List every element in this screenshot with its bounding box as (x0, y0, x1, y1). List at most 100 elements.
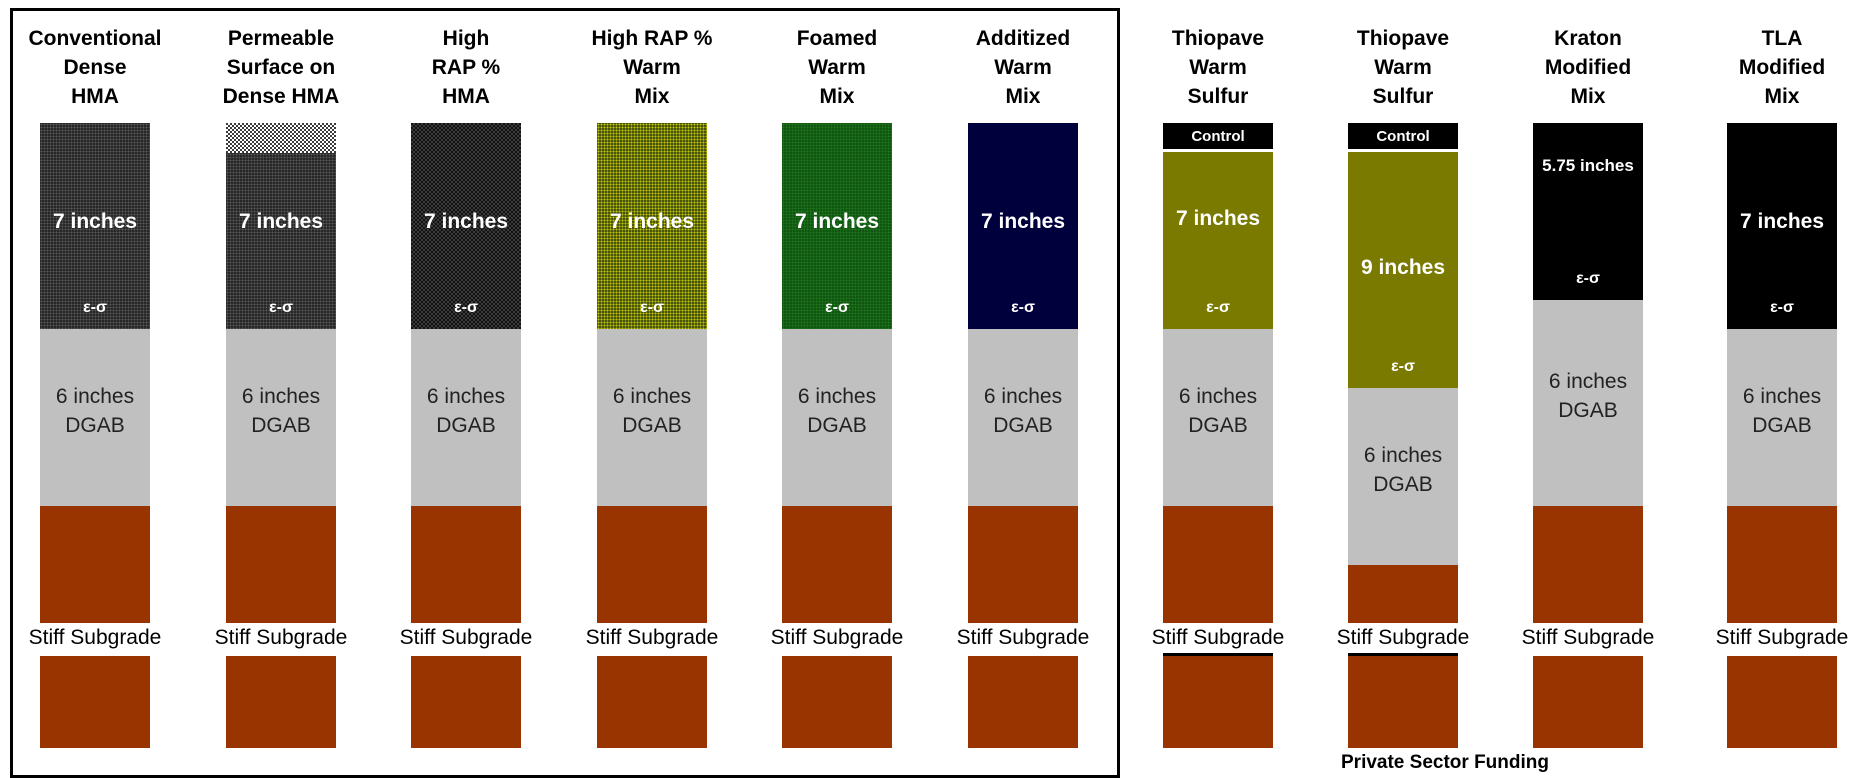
strain-gauge-label: ε-σ (1391, 358, 1415, 375)
subgrade-label: Stiff Subgrade (1143, 623, 1293, 653)
column-title: Foamed Warm Mix (796, 27, 878, 108)
control-label: Control (1191, 128, 1245, 145)
strain-gauge-label: ε-σ (1770, 299, 1794, 316)
surface-layer (1163, 152, 1273, 329)
base-layer-label: 6 inches DGAB (241, 384, 321, 437)
strain-gauge-label: ε-σ (269, 299, 293, 316)
private-funding-caption: Private Sector Funding (1341, 752, 1549, 773)
base-layer (597, 329, 707, 506)
permeable-surface-cap (226, 123, 336, 153)
base-layer-label: 6 inches DGAB (1363, 443, 1443, 496)
subgrade-upper (968, 506, 1078, 630)
control-divider (1163, 149, 1273, 152)
subgrade-upper (782, 506, 892, 630)
subgrade-label: Stiff Subgrade (20, 623, 170, 653)
surface-thickness-label: 7 inches (52, 210, 138, 233)
base-layer (1348, 388, 1458, 565)
subgrade-upper (1348, 565, 1458, 630)
strain-gauge-label: ε-σ (1206, 299, 1230, 316)
surface-thickness-label: 7 inches (794, 210, 880, 233)
column-title: Thiopave Warm Sulfur (1356, 27, 1450, 108)
subgrade-lower (1727, 656, 1837, 748)
surface-thickness-label: 7 inches (238, 210, 324, 233)
column-title: Permeable Surface on Dense HMA (222, 27, 340, 108)
subgrade-upper (40, 506, 150, 630)
subgrade-label: Stiff Subgrade (577, 623, 727, 653)
column-title: High RAP % HMA (431, 27, 501, 108)
base-layer-label: 6 inches DGAB (983, 384, 1063, 437)
instrumentation-line-bottom (1348, 653, 1458, 656)
subgrade-label: Stiff Subgrade (1328, 623, 1478, 653)
subgrade-upper (1163, 506, 1273, 630)
surface-thickness-label: 7 inches (423, 210, 509, 233)
surface-layer (1348, 152, 1458, 388)
base-layer-label: 6 inches DGAB (1742, 384, 1822, 437)
instrumentation-line-bottom (1163, 653, 1273, 656)
subgrade-upper (1727, 506, 1837, 630)
control-layer (1163, 123, 1273, 149)
column-title: TLA Modified Mix (1738, 27, 1826, 108)
subgrade-label: Stiff Subgrade (762, 623, 912, 653)
subgrade-upper (411, 506, 521, 630)
subgrade-lower (597, 656, 707, 748)
base-layer-label: 6 inches DGAB (1178, 384, 1258, 437)
surface-layer (597, 123, 707, 329)
strain-gauge-label: ε-σ (1576, 270, 1600, 287)
column-title: Additized Warm Mix (975, 27, 1071, 108)
strain-gauge-label: ε-σ (1011, 299, 1035, 316)
strain-gauge-label: ε-σ (640, 299, 664, 316)
subgrade-lower (782, 656, 892, 748)
surface-thickness-label: 9 inches (1360, 256, 1446, 279)
surface-thickness-label: 7 inches (1175, 206, 1261, 230)
surface-layer (1727, 123, 1837, 329)
surface-layer (782, 123, 892, 329)
base-layer (226, 329, 336, 506)
subgrade-upper (597, 506, 707, 630)
control-layer (1348, 123, 1458, 149)
surface-thickness-label: 7 inches (609, 210, 695, 233)
base-layer (40, 329, 150, 506)
column-title: Thiopave Warm Sulfur (1171, 27, 1265, 108)
base-layer (1727, 329, 1837, 506)
subgrade-label: Stiff Subgrade (206, 623, 356, 653)
control-divider (1348, 149, 1458, 152)
subgrade-upper (1533, 506, 1643, 630)
base-layer-label: 6 inches DGAB (55, 384, 135, 437)
subgrade-lower (1348, 656, 1458, 748)
subgrade-lower (968, 656, 1078, 748)
surface-layer (226, 123, 336, 329)
base-layer (782, 329, 892, 506)
base-layer-label: 6 inches DGAB (426, 384, 506, 437)
subgrade-label: Stiff Subgrade (391, 623, 541, 653)
surface-thickness-label: 7 inches (1739, 210, 1825, 233)
subgrade-lower (40, 656, 150, 748)
subgrade-label: Stiff Subgrade (948, 623, 1098, 653)
base-layer-label: 6 inches DGAB (1548, 370, 1628, 422)
subgrade-upper (226, 506, 336, 630)
subgrade-lower (1163, 656, 1273, 748)
base-layer (411, 329, 521, 506)
strain-gauge-label: ε-σ (825, 299, 849, 316)
subgrade-lower (411, 656, 521, 748)
surface-layer (968, 123, 1078, 329)
base-layer-label: 6 inches DGAB (797, 384, 877, 437)
subgrade-label: Stiff Subgrade (1707, 623, 1850, 653)
column-title: High RAP % Warm Mix (591, 27, 713, 108)
subgrade-lower (1533, 656, 1643, 748)
column-title: Kraton Modified Mix (1544, 27, 1632, 108)
base-layer (1533, 300, 1643, 506)
surface-layer (1533, 123, 1643, 300)
base-layer-label: 6 inches DGAB (612, 384, 692, 437)
strain-gauge-label: ε-σ (83, 299, 107, 316)
surface-thickness-label: 5.75 inches (1542, 155, 1634, 175)
subgrade-lower (226, 656, 336, 748)
surface-thickness-label: 7 inches (980, 210, 1066, 233)
base-layer (1163, 329, 1273, 506)
surface-layer (411, 123, 521, 329)
surface-layer (40, 123, 150, 329)
base-layer (968, 329, 1078, 506)
strain-gauge-label: ε-σ (454, 299, 478, 316)
subgrade-label: Stiff Subgrade (1513, 623, 1663, 653)
column-title: Conventional Dense HMA (28, 27, 162, 108)
